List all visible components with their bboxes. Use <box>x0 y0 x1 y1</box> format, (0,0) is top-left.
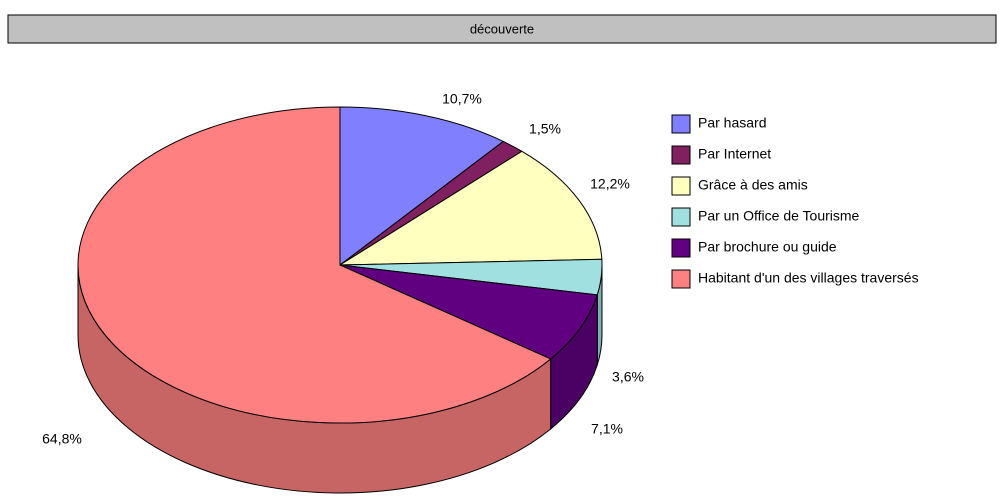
data-label: 7,1% <box>591 421 623 437</box>
data-label: 12,2% <box>590 176 630 192</box>
legend-label: Par brochure ou guide <box>698 239 837 255</box>
legend-swatch <box>671 176 691 196</box>
legend-label: Habitant d'un des villages traversés <box>698 270 919 286</box>
data-label: 1,5% <box>529 121 561 137</box>
legend-swatch <box>671 269 691 289</box>
legend-swatch <box>671 114 691 134</box>
legend-label: Grâce à des amis <box>698 177 808 193</box>
title-bar <box>7 14 997 44</box>
legend-label: Par un Office de Tourisme <box>698 208 860 224</box>
pie-slice <box>77 106 552 424</box>
legend-label: Par Internet <box>698 146 771 162</box>
chart-title: découverte <box>470 21 534 36</box>
legend-swatch <box>671 145 691 165</box>
legend-label: Par hasard <box>698 115 766 131</box>
legend-swatch <box>671 238 691 258</box>
legend-swatch <box>671 207 691 227</box>
pie-slice <box>338 150 603 266</box>
data-label: 64,8% <box>42 431 82 447</box>
data-label: 3,6% <box>612 369 644 385</box>
pie-slice <box>339 264 598 360</box>
data-label: 10,7% <box>442 91 482 107</box>
pie-slice <box>339 106 505 267</box>
